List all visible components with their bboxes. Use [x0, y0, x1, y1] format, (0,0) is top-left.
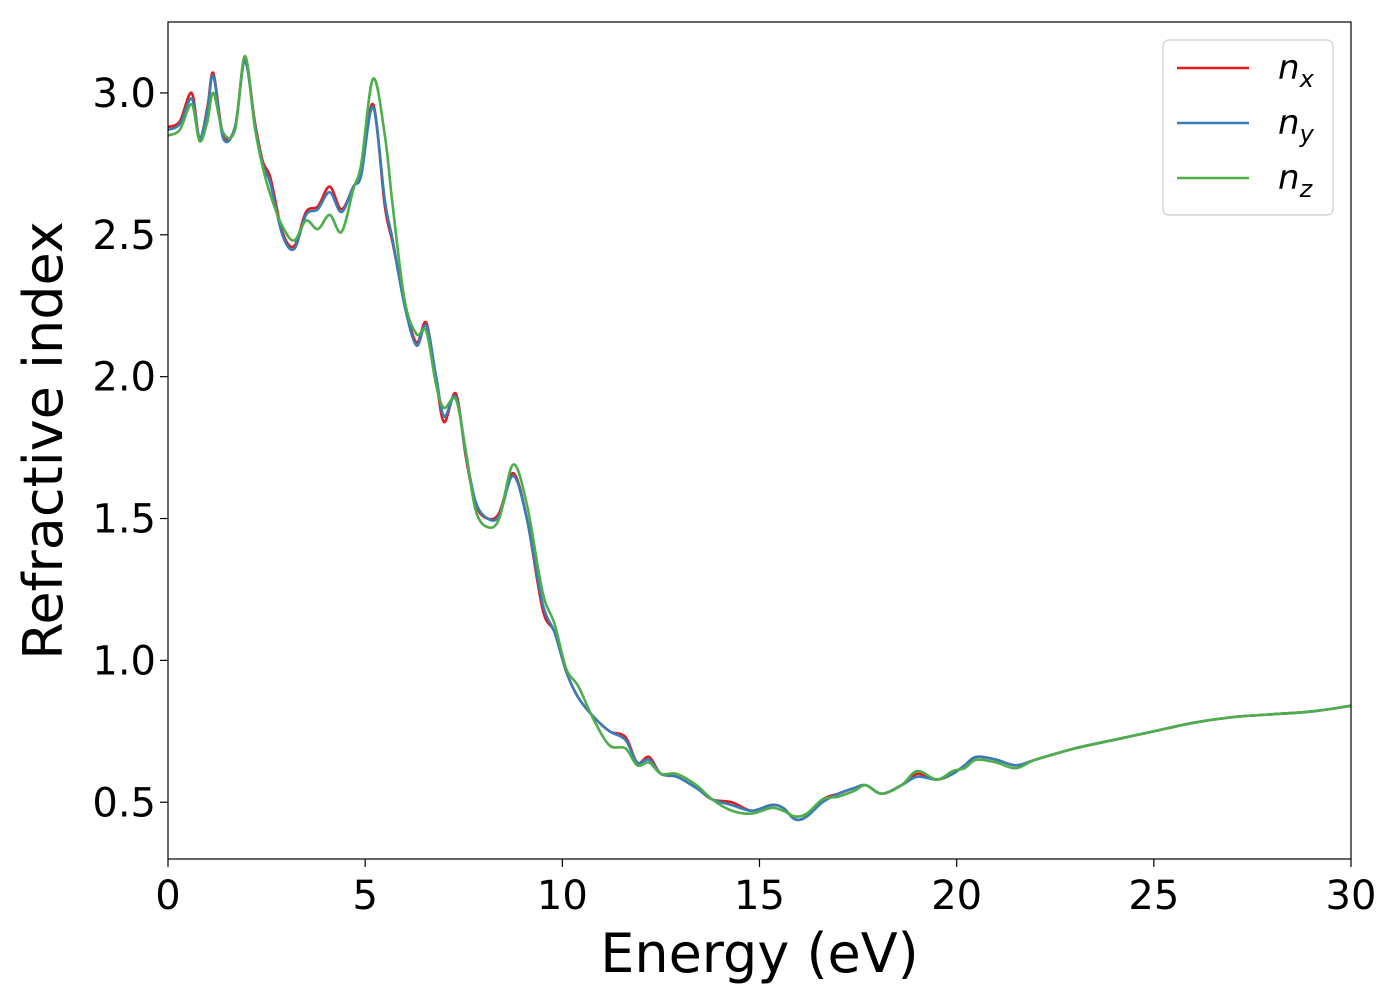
- x-axis-title: Energy (eV): [600, 922, 919, 985]
- x-tick-label: 20: [931, 873, 982, 919]
- y-axis-ticks: 0.5 1.0 1.5 2.0 2.5 3.0: [92, 71, 168, 826]
- x-tick-label: 25: [1128, 873, 1179, 919]
- y-tick-label: 3.0: [92, 71, 156, 117]
- x-tick-label: 15: [734, 873, 785, 919]
- legend-subscript: y: [1299, 120, 1315, 148]
- y-tick-label: 2.0: [92, 355, 156, 401]
- y-tick-label: 0.5: [92, 780, 156, 826]
- x-tick-label: 0: [155, 873, 180, 919]
- y-tick-label: 2.5: [92, 213, 156, 259]
- legend-subscript: z: [1299, 175, 1314, 203]
- series-lines: [168, 54, 1351, 822]
- x-tick-label: 10: [537, 873, 588, 919]
- x-tick-label: 5: [352, 873, 377, 919]
- legend-item-ny: ny: [1177, 103, 1315, 148]
- y-tick-label: 1.5: [92, 497, 156, 543]
- y-axis-title: Refractive index: [12, 221, 75, 660]
- legend-subscript: x: [1299, 65, 1315, 93]
- legend-box: [1162, 39, 1334, 216]
- x-axis-ticks: 0 5 10 15 20 25 30: [155, 859, 1376, 919]
- series-line-nz: [168, 54, 1351, 818]
- x-tick-label: 30: [1326, 873, 1377, 919]
- y-tick-label: 1.0: [92, 638, 156, 684]
